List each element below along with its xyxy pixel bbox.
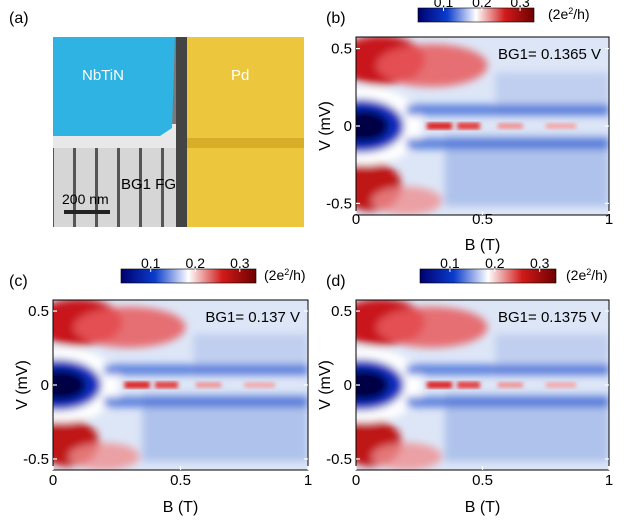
panel-label-a: (a) [9,10,29,27]
y-tick-label: -0.5 [326,195,352,212]
colorbar-d [419,268,557,284]
y-tick-label: 0.5 [28,303,49,320]
y-tick-label: -0.5 [326,451,352,468]
colorbar-unit: (2e2/h) [566,267,608,283]
colorbar-unit: (2e2/h) [264,267,306,283]
bg1-annotation-d: BG1= 0.1375 V [498,309,601,326]
colorbar-tick-label: 0.1 [141,255,161,271]
x-tick-label: 0 [352,472,360,489]
scale-bar-label: 200 nm [62,191,109,207]
y-tick-label: 0 [344,377,352,394]
colorbar-tick-label: 0.3 [510,0,530,10]
panel-c: (c) 0.1 0.2 0.3 (2e2/h) BG1= 0.137 V 0 0.5 1 0.5 0… [9,255,312,516]
heatmap-b [356,37,609,215]
x-tick-label: 0.5 [472,211,493,228]
y-tick-label: 0 [41,377,49,394]
panel-label-d: (d) [326,273,346,290]
x-tick-label: 0 [352,211,360,228]
panel-d: (d) 0.1 0.2 0.3 (2e2/h) BG1= 0.1375 V 0 0.5 1 0.5… [317,255,613,516]
heatmap-c [53,300,308,470]
device-image: NbTiN Pd BG1 FG 200 nm [53,37,304,227]
nbtin-label: NbTiN [82,67,124,84]
y-tick-label: -0.5 [23,451,49,468]
bg1-fg-label: BG1 FG [121,176,176,193]
y-tick-label: 0.5 [331,303,352,320]
y-axis-label-d: V (mV) [317,360,334,410]
bg1-annotation-c: BG1= 0.137 V [205,309,300,326]
x-tick-label: 0.5 [170,472,191,489]
colorbar-tick-label: 0.2 [186,255,206,271]
pd-electrode [187,37,304,227]
x-axis-label-b: B (T) [465,237,501,254]
scale-bar [64,210,110,214]
colorbar-unit: (2e2/h) [548,6,590,22]
colorbar-b [417,7,535,23]
colorbar-tick-label: 0.2 [485,255,505,271]
x-tick-label: 0.5 [472,472,493,489]
x-axis-label-c: B (T) [163,499,199,516]
x-tick-label: 1 [605,472,613,489]
panel-label-c: (c) [9,273,28,290]
panel-a: (a) NbTiN Pd BG1 FG 200 nm [9,10,304,227]
y-tick-label: 0.5 [331,41,352,58]
x-tick-label: 0 [49,472,57,489]
bg1-annotation-b: BG1= 0.1365 V [498,46,601,63]
y-axis-label-b: V (mV) [317,101,334,151]
panel-b: (b) 0.1 0.2 0.3 (2e2/h) BG1= 0.1365 V 0 0.5 1 0.5… [317,0,613,254]
panel-label-b: (b) [326,10,346,27]
x-axis-label-d: B (T) [465,499,501,516]
nbtin-electrode [53,37,175,136]
x-tick-label: 1 [605,211,613,228]
pd-label: Pd [231,67,249,84]
y-tick-label: 0 [344,118,352,135]
heatmap-d [356,300,609,470]
colorbar-tick-label: 0.3 [230,255,250,271]
y-axis-label-c: V (mV) [14,360,31,410]
x-tick-label: 1 [304,472,312,489]
colorbar-tick-label: 0.3 [530,255,550,271]
colorbar-tick-label: 0.2 [472,0,492,10]
colorbar-tick-label: 0.1 [440,255,460,271]
colorbar-c [120,268,257,284]
colorbar-tick-label: 0.1 [434,0,454,10]
